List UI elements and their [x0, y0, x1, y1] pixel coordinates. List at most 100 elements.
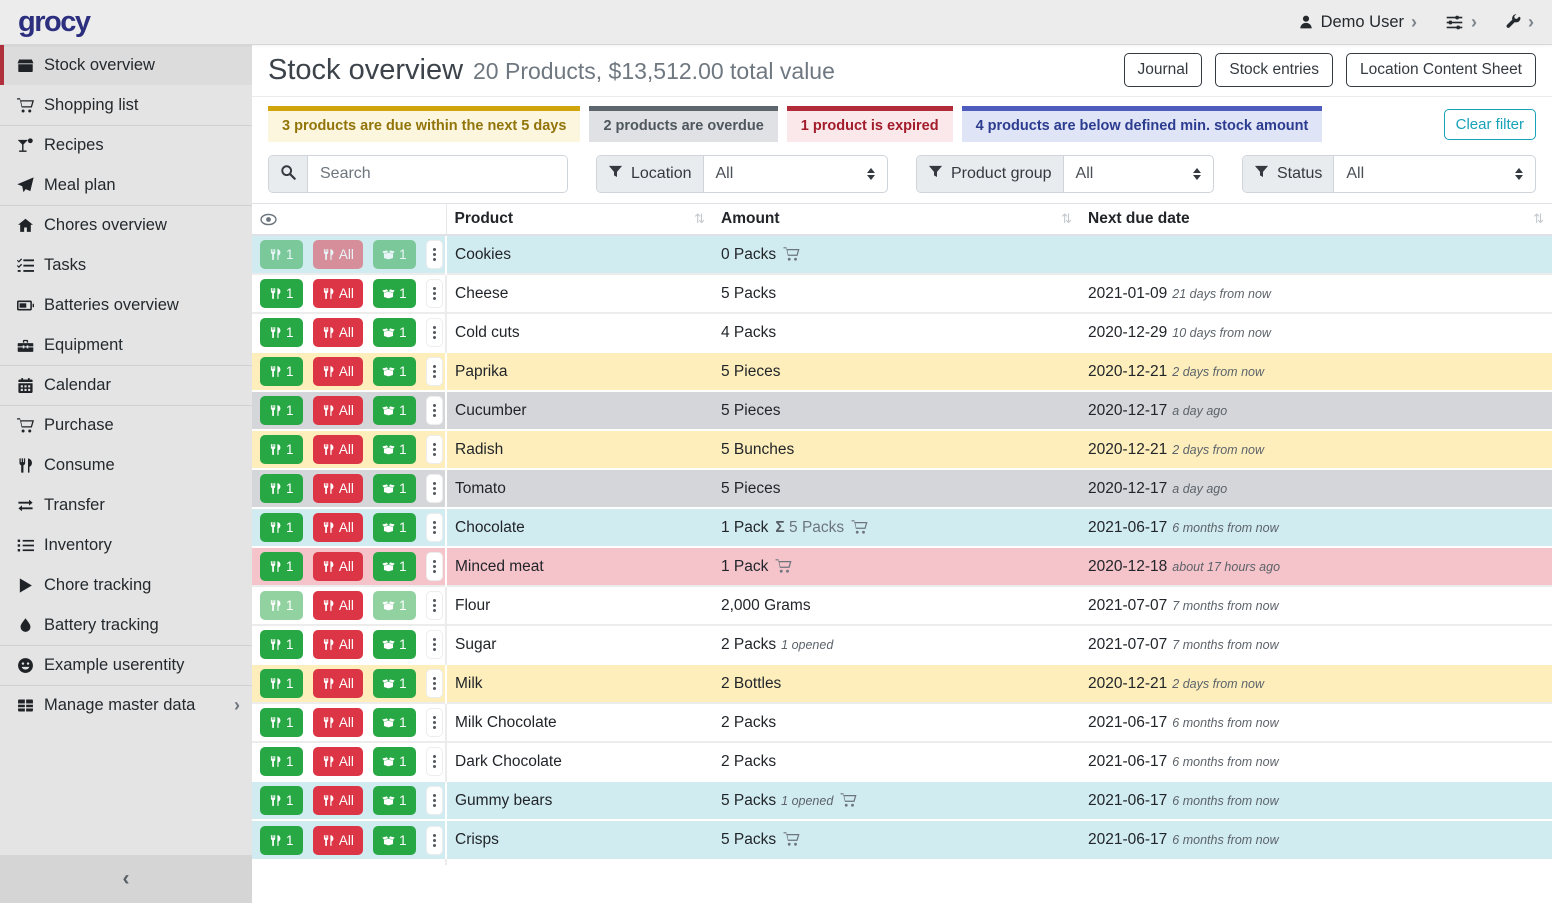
- consume-one-button[interactable]: 1: [260, 279, 303, 308]
- row-menu-button[interactable]: [425, 318, 443, 347]
- row-menu-button[interactable]: [425, 513, 443, 542]
- open-one-button[interactable]: 1: [373, 474, 416, 503]
- row-menu-button[interactable]: [425, 591, 443, 620]
- open-one-button[interactable]: 1: [373, 786, 416, 815]
- column-header-product[interactable]: Product ⇅: [446, 203, 713, 236]
- consume-one-button[interactable]: 1: [260, 786, 303, 815]
- consume-one-button[interactable]: 1: [260, 513, 303, 542]
- row-menu-button[interactable]: [425, 825, 443, 855]
- sidebar-item-meal-plan[interactable]: Meal plan ›: [0, 165, 252, 205]
- sidebar-item-shopping-list[interactable]: Shopping list ›: [0, 85, 252, 125]
- row-menu-button[interactable]: [425, 669, 443, 698]
- consume-one-button[interactable]: 1: [260, 708, 303, 737]
- location-content-sheet-button[interactable]: Location Content Sheet: [1345, 53, 1536, 87]
- consume-one-button[interactable]: 1: [260, 357, 303, 386]
- sidebar-item-calendar[interactable]: Calendar ›: [0, 365, 252, 405]
- column-header-amount[interactable]: Amount ⇅: [713, 203, 1080, 236]
- open-one-button[interactable]: 1: [373, 747, 416, 776]
- consume-all-button[interactable]: All: [312, 747, 363, 776]
- settings-menu[interactable]: ›: [1445, 13, 1477, 31]
- open-one-button[interactable]: 1: [373, 552, 416, 581]
- user-menu[interactable]: Demo User ›: [1298, 13, 1417, 32]
- filter-chip-belowmin[interactable]: 4 products are below defined min. stock …: [961, 106, 1323, 142]
- column-visibility-header[interactable]: [252, 203, 447, 236]
- open-one-button[interactable]: 1: [373, 318, 416, 347]
- stock-entries-button[interactable]: Stock entries: [1215, 53, 1333, 87]
- open-one-button[interactable]: 1: [373, 240, 416, 269]
- journal-button[interactable]: Journal: [1123, 53, 1203, 87]
- grocy-logo[interactable]: grocy: [18, 5, 91, 38]
- row-menu-button[interactable]: [425, 708, 443, 737]
- sidebar-item-manage-master-data[interactable]: Manage master data ›: [0, 685, 252, 725]
- filter-chip-expired[interactable]: 1 product is expired: [786, 106, 953, 142]
- consume-all-button[interactable]: All: [312, 435, 363, 464]
- consume-one-button[interactable]: 1: [260, 435, 303, 464]
- sidebar-item-recipes[interactable]: Recipes ›: [0, 125, 252, 165]
- row-menu-button[interactable]: [425, 552, 443, 581]
- consume-one-button[interactable]: 1: [260, 240, 303, 269]
- open-one-button[interactable]: 1: [373, 435, 416, 464]
- row-menu-button[interactable]: [425, 786, 443, 815]
- open-one-button[interactable]: 1: [373, 630, 416, 659]
- consume-all-button[interactable]: All: [312, 240, 363, 269]
- row-menu-button[interactable]: [425, 474, 443, 503]
- sidebar-item-consume[interactable]: Consume ›: [0, 445, 252, 485]
- consume-one-button[interactable]: 1: [260, 591, 303, 620]
- row-menu-button[interactable]: [425, 240, 443, 269]
- sidebar-item-stock-overview[interactable]: Stock overview ›: [0, 45, 252, 85]
- sidebar-item-equipment[interactable]: Equipment ›: [0, 325, 252, 365]
- consume-all-button[interactable]: All: [312, 669, 363, 698]
- sidebar-item-battery-tracking[interactable]: Battery tracking ›: [0, 605, 252, 645]
- sidebar-item-transfer[interactable]: Transfer ›: [0, 485, 252, 525]
- consume-all-button[interactable]: All: [312, 396, 363, 425]
- sidebar-item-tasks[interactable]: Tasks ›: [0, 245, 252, 285]
- consume-all-button[interactable]: All: [312, 552, 363, 581]
- open-one-button[interactable]: 1: [373, 825, 416, 855]
- open-one-button[interactable]: 1: [373, 513, 416, 542]
- filter-select[interactable]: All: [704, 156, 888, 192]
- eye-icon[interactable]: [260, 211, 438, 228]
- consume-one-button[interactable]: 1: [260, 630, 303, 659]
- consume-one-button[interactable]: 1: [260, 552, 303, 581]
- consume-one-button[interactable]: 1: [260, 318, 303, 347]
- row-menu-button[interactable]: [425, 357, 443, 386]
- open-one-button[interactable]: 1: [373, 279, 416, 308]
- open-one-button[interactable]: 1: [373, 708, 416, 737]
- row-menu-button[interactable]: [425, 747, 443, 776]
- sidebar-item-inventory[interactable]: Inventory ›: [0, 525, 252, 565]
- consume-all-button[interactable]: All: [312, 825, 363, 855]
- sidebar-item-batteries-overview[interactable]: Batteries overview ›: [0, 285, 252, 325]
- open-one-button[interactable]: 1: [373, 669, 416, 698]
- sidebar-item-chores-overview[interactable]: Chores overview ›: [0, 205, 252, 245]
- consume-all-button[interactable]: All: [312, 786, 363, 815]
- consume-one-button[interactable]: 1: [260, 396, 303, 425]
- consume-all-button[interactable]: All: [312, 630, 363, 659]
- filter-chip-overdue[interactable]: 2 products are overdue: [589, 106, 778, 142]
- consume-one-button[interactable]: 1: [260, 669, 303, 698]
- admin-menu[interactable]: ›: [1505, 13, 1534, 31]
- consume-one-button[interactable]: 1: [260, 747, 303, 776]
- clear-filter-button[interactable]: Clear filter: [1443, 108, 1536, 140]
- open-one-button[interactable]: 1: [373, 396, 416, 425]
- filter-select[interactable]: All: [1334, 156, 1535, 192]
- search-input[interactable]: [308, 156, 567, 192]
- sidebar-collapse-button[interactable]: ‹: [0, 855, 252, 903]
- consume-all-button[interactable]: All: [312, 279, 363, 308]
- consume-one-button[interactable]: 1: [260, 825, 303, 855]
- filter-chip-due[interactable]: 3 products are due within the next 5 day…: [268, 106, 581, 142]
- row-menu-button[interactable]: [425, 279, 443, 308]
- sidebar-item-chore-tracking[interactable]: Chore tracking ›: [0, 565, 252, 605]
- row-menu-button[interactable]: [425, 630, 443, 659]
- row-menu-button[interactable]: [425, 435, 443, 464]
- consume-all-button[interactable]: All: [312, 318, 363, 347]
- sidebar-item-example-userentity[interactable]: Example userentity ›: [0, 645, 252, 685]
- consume-all-button[interactable]: All: [312, 513, 363, 542]
- consume-all-button[interactable]: All: [312, 474, 363, 503]
- consume-all-button[interactable]: All: [312, 591, 363, 620]
- column-header-next-due-date[interactable]: Next due date ⇅: [1080, 203, 1552, 236]
- open-one-button[interactable]: 1: [373, 591, 416, 620]
- open-one-button[interactable]: 1: [373, 357, 416, 386]
- consume-one-button[interactable]: 1: [260, 474, 303, 503]
- consume-all-button[interactable]: All: [312, 357, 363, 386]
- sidebar-item-purchase[interactable]: Purchase ›: [0, 405, 252, 445]
